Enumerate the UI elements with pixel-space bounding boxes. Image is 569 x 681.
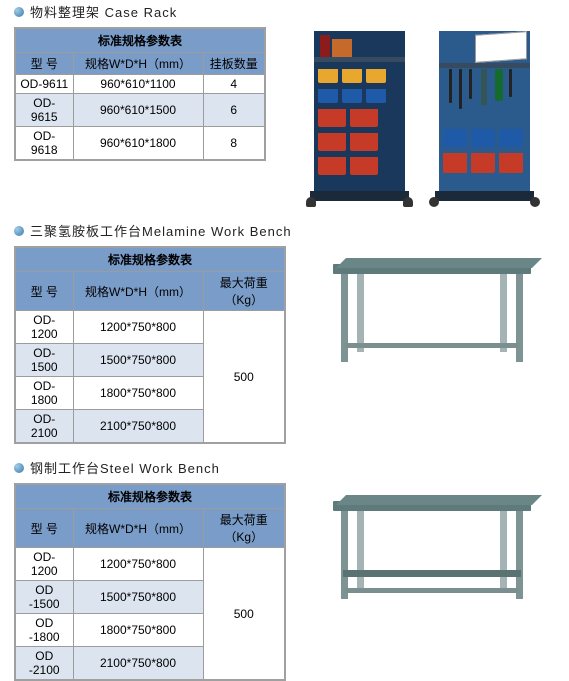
table-row: OD-1200 1200*750*800 500 bbox=[15, 311, 285, 344]
title-en: Melamine Work Bench bbox=[142, 224, 292, 239]
cell-load: 500 bbox=[203, 311, 285, 444]
col-model-header: 型 号 bbox=[15, 272, 73, 311]
section-title: 物料整理架 Case Rack bbox=[14, 0, 569, 23]
title-en: Case Rack bbox=[105, 5, 178, 20]
title-cn: 三聚氢胺板工作台 bbox=[30, 224, 142, 239]
cell-spec: 2100*750*800 bbox=[73, 410, 203, 444]
table-caption: 标准规格参数表 bbox=[15, 28, 265, 53]
table-row: OD-9611 960*610*1100 4 bbox=[15, 75, 265, 94]
cell-spec: 2100*750*800 bbox=[73, 647, 203, 681]
table-caption: 标准规格参数表 bbox=[15, 247, 285, 272]
table-row: OD-9618 960*610*1800 8 bbox=[15, 127, 265, 161]
col-3-header: 挂板数量 bbox=[203, 53, 265, 75]
cell-model: OD-1200 bbox=[15, 311, 73, 344]
bullet-icon bbox=[14, 7, 24, 17]
bullet-icon bbox=[14, 226, 24, 236]
title-text: 物料整理架 Case Rack bbox=[30, 2, 177, 21]
col-spec-header: 规格W*D*H（mm） bbox=[73, 509, 203, 548]
col-spec-header: 规格W*D*H（mm） bbox=[73, 53, 203, 75]
title-cn: 钢制工作台 bbox=[30, 461, 100, 476]
title-text: 三聚氢胺板工作台Melamine Work Bench bbox=[30, 221, 292, 240]
col-3-header: 最大荷重（Kg） bbox=[203, 272, 285, 311]
case-rack-illustration bbox=[302, 27, 417, 207]
cell-spec: 1800*750*800 bbox=[73, 377, 203, 410]
product-image-area bbox=[286, 246, 569, 366]
cell-spec: 960*610*1500 bbox=[73, 94, 203, 127]
cell-model: OD -1500 bbox=[15, 581, 73, 614]
case-rack-illustration bbox=[427, 27, 542, 207]
table-caption: 标准规格参数表 bbox=[15, 484, 285, 509]
section-melamine-bench: 三聚氢胺板工作台Melamine Work Bench 标准规格参数表 型 号 … bbox=[0, 219, 569, 444]
product-image-area bbox=[286, 483, 569, 603]
cell-model: OD-9618 bbox=[15, 127, 73, 161]
cell-model: OD -2100 bbox=[15, 647, 73, 681]
section-steel-bench: 钢制工作台Steel Work Bench 标准规格参数表 型 号 规格W*D*… bbox=[0, 456, 569, 681]
cell-spec: 1500*750*800 bbox=[73, 581, 203, 614]
cell-value: 6 bbox=[203, 94, 265, 127]
title-en: Steel Work Bench bbox=[100, 461, 220, 476]
section-title: 钢制工作台Steel Work Bench bbox=[14, 456, 569, 479]
table-row: OD-9615 960*610*1500 6 bbox=[15, 94, 265, 127]
cell-model: OD-1800 bbox=[15, 377, 73, 410]
spec-table-wrap: 标准规格参数表 型 号 规格W*D*H（mm） 最大荷重（Kg） OD-1200… bbox=[14, 483, 286, 681]
bullet-icon bbox=[14, 463, 24, 473]
cell-spec: 960*610*1800 bbox=[73, 127, 203, 161]
cell-spec: 960*610*1100 bbox=[73, 75, 203, 94]
cell-model: OD-2100 bbox=[15, 410, 73, 444]
spec-table-wrap: 标准规格参数表 型 号 规格W*D*H（mm） 挂板数量 OD-9611 960… bbox=[14, 27, 266, 161]
spec-table: 标准规格参数表 型 号 规格W*D*H（mm） 挂板数量 OD-9611 960… bbox=[14, 27, 266, 161]
cell-model: OD-1500 bbox=[15, 344, 73, 377]
cell-spec: 1200*750*800 bbox=[73, 311, 203, 344]
cell-model: OD-9615 bbox=[15, 94, 73, 127]
cell-value: 8 bbox=[203, 127, 265, 161]
cell-spec: 1800*750*800 bbox=[73, 614, 203, 647]
cell-load: 500 bbox=[203, 548, 285, 681]
col-model-header: 型 号 bbox=[15, 53, 73, 75]
cell-model: OD-1200 bbox=[15, 548, 73, 581]
section-case-rack: 物料整理架 Case Rack 标准规格参数表 型 号 规格W*D*H（mm） … bbox=[0, 0, 569, 207]
workbench-illustration bbox=[327, 483, 537, 603]
title-text: 钢制工作台Steel Work Bench bbox=[30, 458, 220, 477]
spec-table: 标准规格参数表 型 号 规格W*D*H（mm） 最大荷重（Kg） OD-1200… bbox=[14, 483, 286, 681]
cell-model: OD-9611 bbox=[15, 75, 73, 94]
col-model-header: 型 号 bbox=[15, 509, 73, 548]
cell-model: OD -1800 bbox=[15, 614, 73, 647]
cell-value: 4 bbox=[203, 75, 265, 94]
product-image-area bbox=[266, 27, 569, 207]
spec-table: 标准规格参数表 型 号 规格W*D*H（mm） 最大荷重（Kg） OD-1200… bbox=[14, 246, 286, 444]
spec-table-wrap: 标准规格参数表 型 号 规格W*D*H（mm） 最大荷重（Kg） OD-1200… bbox=[14, 246, 286, 444]
col-3-header: 最大荷重（Kg） bbox=[203, 509, 285, 548]
title-cn: 物料整理架 bbox=[30, 5, 100, 20]
cell-spec: 1200*750*800 bbox=[73, 548, 203, 581]
section-title: 三聚氢胺板工作台Melamine Work Bench bbox=[14, 219, 569, 242]
workbench-illustration bbox=[327, 246, 537, 366]
cell-spec: 1500*750*800 bbox=[73, 344, 203, 377]
col-spec-header: 规格W*D*H（mm） bbox=[73, 272, 203, 311]
table-row: OD-1200 1200*750*800 500 bbox=[15, 548, 285, 581]
